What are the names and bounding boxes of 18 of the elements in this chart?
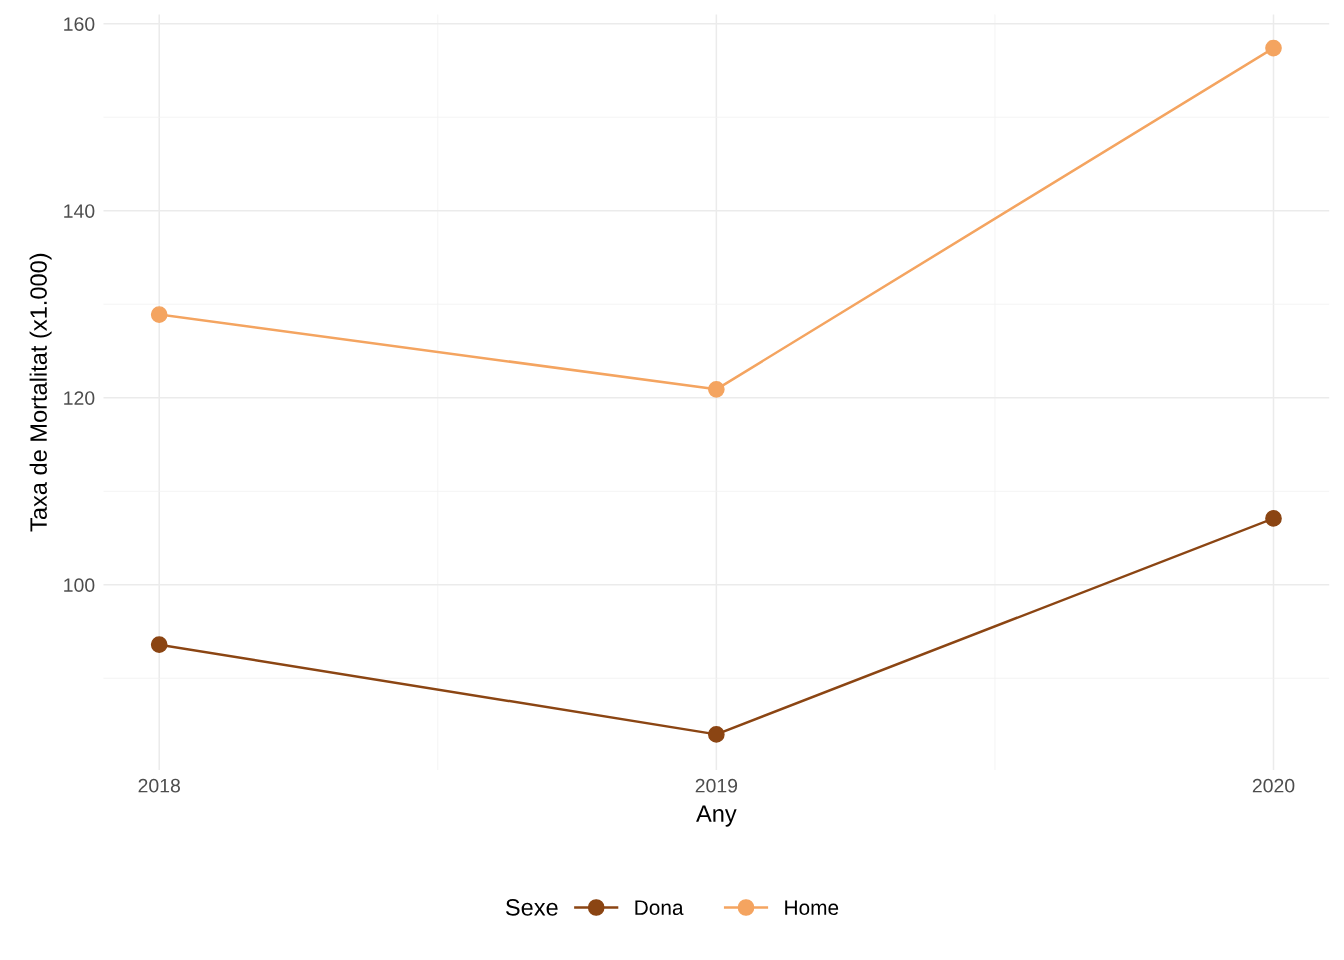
y-tick-label: 140 [64, 204, 95, 218]
legend-label: Dona [635, 900, 684, 915]
point [1265, 39, 1282, 57]
y-tick-label: 120 [64, 391, 95, 406]
point [150, 636, 168, 653]
x-tick-label: 2019 [695, 778, 738, 793]
y-axis-title: Taxa de Mortalitat (x1.000) [29, 253, 52, 532]
point [150, 306, 168, 323]
y-tick-label: 160 [64, 17, 95, 31]
point [708, 381, 725, 398]
point [708, 726, 725, 743]
legend-label: Home [785, 900, 839, 915]
point [1265, 510, 1282, 527]
x-axis-title: Any [696, 805, 737, 827]
y-tick-label: 100 [64, 578, 95, 593]
x-tick-label: 2020 [1252, 778, 1295, 793]
x-tick-label: 2018 [138, 778, 180, 793]
legend-title: Sexe [505, 899, 558, 916]
